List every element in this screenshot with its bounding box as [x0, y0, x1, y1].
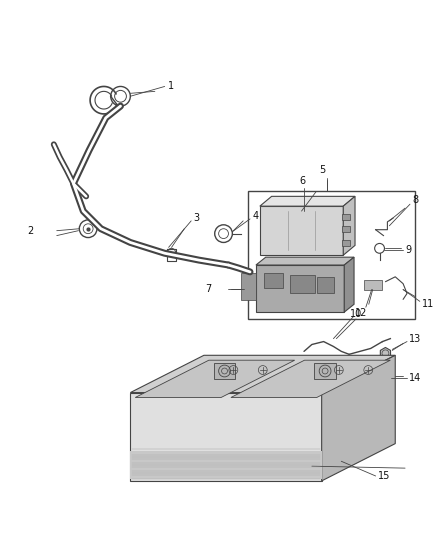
Bar	[290, 275, 315, 293]
Polygon shape	[344, 257, 354, 312]
Bar	[131, 451, 321, 479]
Polygon shape	[131, 356, 395, 393]
Bar	[214, 363, 235, 379]
Bar	[342, 226, 350, 232]
Text: 15: 15	[378, 471, 390, 481]
Bar	[264, 273, 283, 288]
Bar	[241, 273, 256, 301]
Text: 4: 4	[253, 211, 259, 221]
Polygon shape	[231, 360, 390, 398]
Polygon shape	[260, 196, 355, 206]
Polygon shape	[256, 257, 354, 265]
Text: 14: 14	[409, 373, 421, 383]
Bar	[314, 363, 336, 379]
Text: 9: 9	[405, 245, 411, 255]
Polygon shape	[380, 348, 391, 359]
Text: 7: 7	[205, 284, 211, 294]
Bar	[248, 191, 415, 319]
Bar	[364, 280, 381, 289]
Bar	[342, 214, 350, 220]
Text: 11: 11	[422, 299, 434, 309]
Text: 2: 2	[27, 225, 34, 236]
Text: 6: 6	[299, 176, 305, 185]
Text: 10: 10	[350, 309, 362, 319]
Polygon shape	[131, 393, 321, 481]
Bar	[317, 277, 335, 293]
Text: 3: 3	[193, 213, 199, 223]
Bar	[342, 240, 350, 246]
Text: 5: 5	[319, 165, 326, 175]
Polygon shape	[135, 360, 295, 398]
Polygon shape	[343, 196, 355, 255]
Text: 13: 13	[409, 334, 421, 344]
Text: 12: 12	[355, 308, 367, 318]
Polygon shape	[321, 356, 395, 481]
Polygon shape	[256, 265, 344, 312]
Text: 1: 1	[168, 82, 174, 92]
Text: 8: 8	[412, 195, 418, 205]
Polygon shape	[260, 206, 343, 255]
Polygon shape	[381, 371, 390, 381]
